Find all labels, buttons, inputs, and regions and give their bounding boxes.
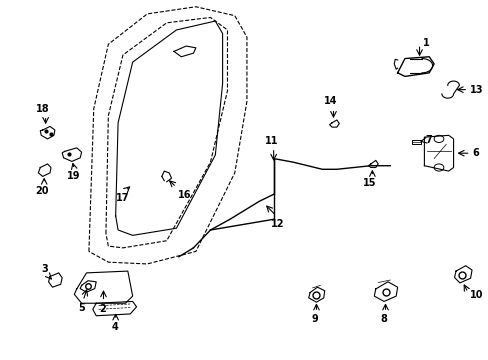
Text: 2: 2 [99,303,106,314]
Text: 12: 12 [270,219,284,229]
Text: 10: 10 [468,290,482,300]
Text: 4: 4 [111,322,118,332]
Text: 17: 17 [116,193,129,203]
Text: 5: 5 [78,303,84,313]
Text: 3: 3 [41,264,48,274]
Text: 7: 7 [425,135,432,145]
Text: 20: 20 [35,186,48,196]
Text: 9: 9 [310,314,317,324]
Bar [411,140,420,144]
Text: 14: 14 [324,96,337,107]
Text: 1: 1 [423,38,429,48]
Text: 6: 6 [471,148,478,158]
Text: 16: 16 [178,190,191,200]
Text: 18: 18 [36,104,50,114]
Text: 13: 13 [468,85,482,95]
Text: 19: 19 [66,171,80,181]
Text: 11: 11 [264,136,277,146]
Bar [126,174,139,184]
Text: 15: 15 [363,178,376,188]
Text: 8: 8 [379,314,386,324]
